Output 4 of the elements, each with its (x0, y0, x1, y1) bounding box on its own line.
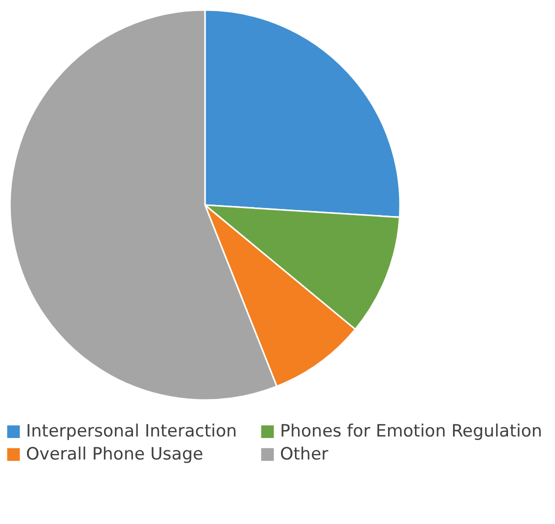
legend-label: Interpersonal Interaction (26, 422, 237, 442)
legend-label: Other (280, 444, 328, 464)
legend-label: Phones for Emotion Regulation (280, 422, 542, 442)
legend-label: Overall Phone Usage (26, 444, 204, 464)
